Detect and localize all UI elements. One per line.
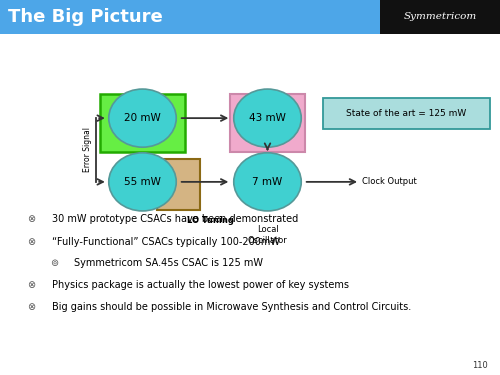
Text: “Fully-Functional” CSACs typically 100-200mW: “Fully-Functional” CSACs typically 100-2… xyxy=(52,237,280,247)
Ellipse shape xyxy=(109,89,176,147)
Text: 55 mW: 55 mW xyxy=(124,177,161,187)
Text: Symmetricom SA.45s CSAC is 125 mW: Symmetricom SA.45s CSAC is 125 mW xyxy=(74,258,263,267)
Text: ⊗: ⊗ xyxy=(28,280,36,290)
Text: Big gains should be possible in Microwave Synthesis and Control Circuits.: Big gains should be possible in Microwav… xyxy=(52,303,411,312)
FancyBboxPatch shape xyxy=(100,94,185,152)
Text: The Big Picture: The Big Picture xyxy=(8,8,162,26)
Text: ⊗: ⊗ xyxy=(28,237,36,247)
FancyBboxPatch shape xyxy=(158,159,200,210)
Text: 7 mW: 7 mW xyxy=(252,177,282,187)
FancyBboxPatch shape xyxy=(380,0,500,34)
Text: 110: 110 xyxy=(472,362,488,370)
Ellipse shape xyxy=(234,153,301,211)
FancyBboxPatch shape xyxy=(0,0,500,34)
Text: ⊗: ⊗ xyxy=(28,214,36,224)
Text: 30 mW prototype CSACs have been demonstrated: 30 mW prototype CSACs have been demonstr… xyxy=(52,214,298,224)
Text: Symmetricom: Symmetricom xyxy=(404,12,476,21)
Text: ⊗: ⊗ xyxy=(28,303,36,312)
Text: ⊚: ⊚ xyxy=(50,258,58,267)
Text: Physics package is actually the lowest power of key systems: Physics package is actually the lowest p… xyxy=(52,280,348,290)
Text: Local: Local xyxy=(256,225,278,234)
Text: LO Tuning: LO Tuning xyxy=(186,216,234,225)
FancyBboxPatch shape xyxy=(322,98,490,129)
FancyBboxPatch shape xyxy=(230,94,305,152)
Text: Clock Output: Clock Output xyxy=(362,177,417,186)
Text: Error Signal: Error Signal xyxy=(83,128,92,172)
Ellipse shape xyxy=(109,153,176,211)
Text: Oscillator: Oscillator xyxy=(248,236,288,245)
Ellipse shape xyxy=(234,89,301,147)
Text: 20 mW: 20 mW xyxy=(124,113,161,123)
Text: 43 mW: 43 mW xyxy=(249,113,286,123)
Text: State of the art = 125 mW: State of the art = 125 mW xyxy=(346,109,467,118)
